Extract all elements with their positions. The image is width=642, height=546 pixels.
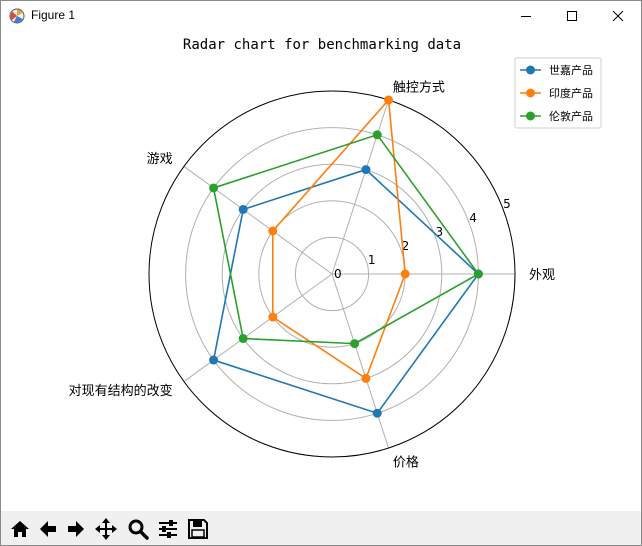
radar-chart[interactable]: Radar chart for benchmarking data 0 1 2 3 4 5 外… <box>1 31 641 511</box>
radial-tick-label: 2 <box>402 239 410 253</box>
forward-arrow-icon <box>68 521 84 537</box>
back-button[interactable] <box>35 516 61 542</box>
title-bar[interactable]: Figure 1 <box>1 1 641 31</box>
angular-gridline <box>331 273 390 449</box>
configure-subplots-button[interactable] <box>155 516 181 542</box>
legend-marker <box>526 111 535 121</box>
data-point[interactable] <box>372 408 382 418</box>
legend-label: 伦敦产品 <box>549 109 593 123</box>
back-arrow-icon <box>40 521 56 537</box>
save-button[interactable] <box>185 516 211 542</box>
series-line[interactable] <box>271 98 407 380</box>
legend-label: 世嘉产品 <box>549 63 593 77</box>
data-point[interactable] <box>209 183 219 193</box>
radial-tick-label: 4 <box>469 211 477 225</box>
save-disk-icon <box>188 519 208 539</box>
pan-move-icon <box>95 518 117 540</box>
legend-marker <box>526 88 535 98</box>
category-label: 对现有结构的改变 <box>69 383 173 399</box>
category-label: 游戏 <box>147 152 173 167</box>
series-line[interactable] <box>212 168 480 415</box>
radial-tick-label: 5 <box>503 197 511 211</box>
configure-subplots-icon <box>159 520 177 538</box>
forward-button[interactable] <box>63 516 89 542</box>
maximize-button[interactable] <box>549 1 595 31</box>
maximize-icon <box>567 11 577 21</box>
minimize-icon <box>521 16 531 17</box>
data-point[interactable] <box>350 339 360 349</box>
matplotlib-app-icon <box>9 8 25 24</box>
legend-label: 印度产品 <box>549 86 593 100</box>
minimize-button[interactable] <box>503 1 549 31</box>
data-point[interactable] <box>361 373 371 383</box>
angular-gridline <box>331 99 390 275</box>
data-point[interactable] <box>372 130 382 140</box>
radial-tick-label: 3 <box>435 225 443 239</box>
data-point[interactable] <box>268 312 278 322</box>
angular-gridline <box>183 273 333 382</box>
zoom-button[interactable] <box>125 516 151 542</box>
pan-button[interactable] <box>93 516 119 542</box>
home-button[interactable] <box>7 516 33 542</box>
legend-marker <box>526 65 535 75</box>
category-label: 触控方式 <box>393 80 445 96</box>
radial-tick-label: 1 <box>368 253 376 267</box>
legend-box <box>514 57 602 129</box>
home-icon <box>11 521 29 537</box>
data-point[interactable] <box>268 226 278 236</box>
chart-title: Radar chart for benchmarking data <box>183 37 461 53</box>
data-point[interactable] <box>473 269 483 279</box>
data-point[interactable] <box>238 204 248 214</box>
close-icon <box>612 10 624 22</box>
window-title: Figure 1 <box>31 8 76 22</box>
zoom-magnifier-icon <box>128 519 149 540</box>
radial-tick-label: 0 <box>334 267 342 281</box>
close-button[interactable] <box>595 1 641 31</box>
category-label: 外观 <box>529 268 555 283</box>
angular-gridline <box>183 166 333 275</box>
data-point[interactable] <box>209 355 219 365</box>
category-label: 价格 <box>393 454 419 470</box>
series-line[interactable] <box>212 133 480 345</box>
data-point[interactable] <box>384 95 394 105</box>
polar-frame <box>148 90 516 458</box>
data-point[interactable] <box>238 334 248 344</box>
data-point[interactable] <box>361 165 371 175</box>
navigation-toolbar <box>1 511 641 545</box>
data-point[interactable] <box>400 269 410 279</box>
